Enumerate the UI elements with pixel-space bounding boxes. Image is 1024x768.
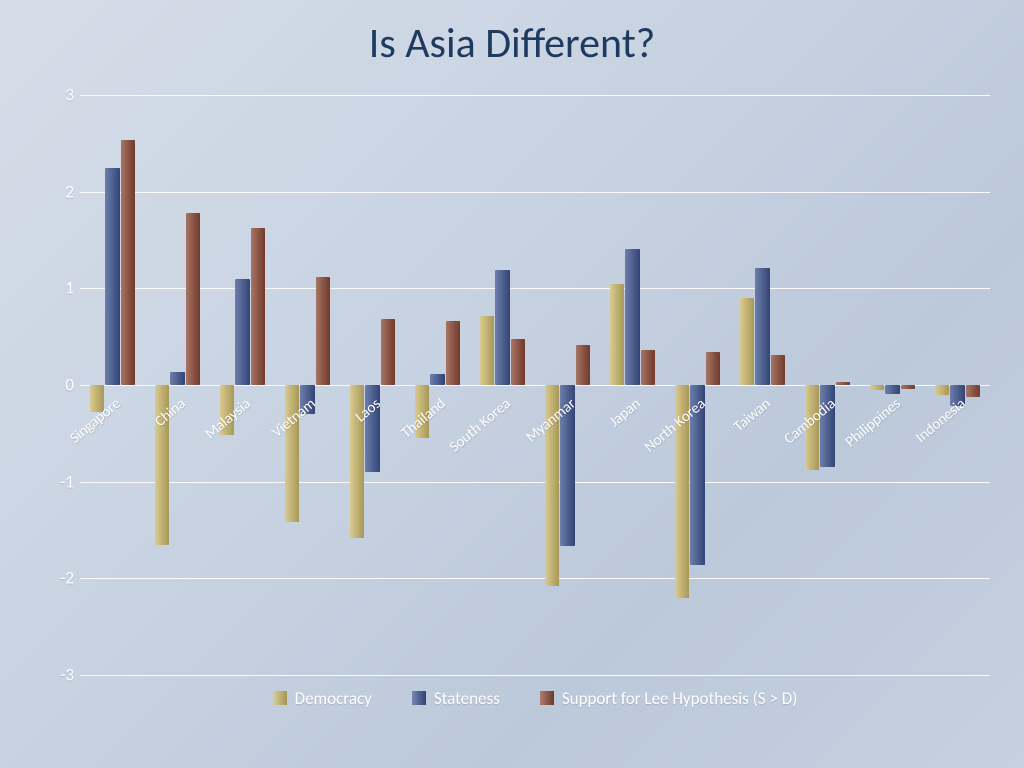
bar <box>836 382 850 385</box>
y-tick-label: 0 <box>65 375 74 396</box>
bar <box>251 228 265 385</box>
page-title: Is Asia Different? <box>0 0 1024 69</box>
bar <box>966 385 980 397</box>
bar <box>480 316 494 385</box>
bar <box>446 321 460 385</box>
grid-line <box>80 288 990 289</box>
bar <box>186 213 200 385</box>
bar <box>885 385 899 394</box>
legend-swatch <box>540 691 554 705</box>
bar <box>235 279 249 385</box>
bar <box>430 374 444 385</box>
legend-item: Stateness <box>412 688 500 709</box>
legend-swatch <box>412 691 426 705</box>
y-tick-label: 1 <box>65 278 74 299</box>
bar <box>740 298 754 385</box>
legend-item: Democracy <box>273 688 372 709</box>
y-tick-label: -3 <box>60 665 74 686</box>
bar <box>610 284 624 386</box>
bar <box>901 385 915 389</box>
legend-label: Democracy <box>295 688 372 709</box>
bar <box>105 168 119 386</box>
grid-line <box>80 95 990 96</box>
bar <box>625 249 639 385</box>
bar <box>495 270 509 385</box>
y-tick-label: 2 <box>65 181 74 202</box>
bar <box>121 140 135 385</box>
legend-label: Support for Lee Hypothesis (S > D) <box>562 688 798 709</box>
legend-swatch <box>273 691 287 705</box>
y-tick-label: -2 <box>60 568 74 589</box>
grid-line <box>80 578 990 579</box>
bar <box>870 385 884 390</box>
y-axis: -3-2-10123 <box>50 95 78 675</box>
chart-container: -3-2-10123 SingaporeChinaMalaysiaVietnam… <box>50 95 990 715</box>
y-tick-label: 3 <box>65 85 74 106</box>
legend: Democracy Stateness Support for Lee Hypoth… <box>80 681 990 715</box>
bar <box>170 372 184 385</box>
bar <box>755 268 769 385</box>
bar <box>706 352 720 385</box>
bar <box>576 345 590 385</box>
bar <box>381 319 395 385</box>
legend-label: Stateness <box>434 688 500 709</box>
bar <box>935 385 949 395</box>
grid-line <box>80 675 990 676</box>
grid-line <box>80 192 990 193</box>
grid-line <box>80 385 990 386</box>
bar <box>511 339 525 385</box>
grid-line <box>80 482 990 483</box>
bar <box>771 355 785 385</box>
legend-item: Support for Lee Hypothesis (S > D) <box>540 688 798 709</box>
y-tick-label: -1 <box>60 471 74 492</box>
bar <box>641 350 655 385</box>
bar <box>316 277 330 385</box>
plot-area: SingaporeChinaMalaysiaVietnamLaosThailan… <box>80 95 990 675</box>
